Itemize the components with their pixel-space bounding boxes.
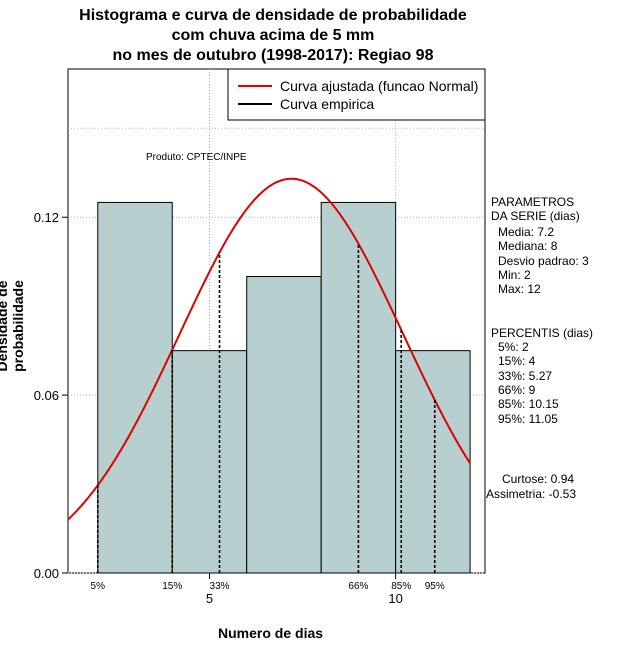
kurtosis-stat: Curtose: 0.94 bbox=[502, 472, 575, 486]
percentis-line: 85%: 10.15 bbox=[498, 397, 559, 411]
y-tick-label: 0.00 bbox=[34, 566, 59, 581]
x-axis-label: Numero de dias bbox=[218, 625, 324, 641]
params-heading-1: PARAMETROS bbox=[491, 195, 575, 209]
legend-label: Curva ajustada (funcao Normal) bbox=[280, 78, 478, 94]
x-tick-label: 10 bbox=[388, 591, 402, 606]
percentile-label: 15% bbox=[162, 581, 182, 592]
params-line: Max: 12 bbox=[498, 282, 541, 296]
legend-label: Curva empirica bbox=[280, 96, 374, 112]
y-axis-label: Densidade de probabilidade bbox=[0, 280, 26, 372]
percentile-label: 33% bbox=[210, 581, 230, 592]
histogram-bar bbox=[395, 350, 471, 574]
params-line: Desvio padrao: 3 bbox=[498, 254, 589, 268]
chart-title-line-1: Histograma e curva de densidade de proba… bbox=[79, 7, 467, 24]
percentile-label: 85% bbox=[391, 581, 411, 592]
params-heading-2: DA SERIE (dias) bbox=[491, 209, 580, 223]
params-line: Min: 2 bbox=[498, 268, 531, 282]
product-note: Produto: CPTEC/INPE bbox=[146, 152, 247, 163]
legend-box bbox=[227, 68, 486, 121]
histogram-bar bbox=[171, 350, 248, 574]
percentis-line: 66%: 9 bbox=[498, 383, 536, 397]
percentile-label: 5% bbox=[91, 581, 106, 592]
normal-curve-line bbox=[67, 177, 471, 521]
percentis-line: 95%: 11.05 bbox=[498, 412, 558, 426]
histogram-bar bbox=[246, 276, 322, 574]
percentis-line: 33%: 5.27 bbox=[498, 369, 553, 383]
y-tick-label: 0.12 bbox=[34, 210, 59, 225]
skewness-stat: Assimetria: -0.53 bbox=[486, 487, 577, 501]
percentis-line: 15%: 4 bbox=[498, 354, 536, 368]
percentis-line: 5%: 2 bbox=[498, 340, 529, 354]
params-line: Mediana: 8 bbox=[498, 239, 558, 253]
params-line: Media: 7.2 bbox=[498, 225, 555, 239]
chart-title-line-3: no mes de outubro (1998-2017): Regiao 98 bbox=[112, 47, 434, 64]
y-tick-label: 0.06 bbox=[34, 388, 59, 403]
histogram-bar bbox=[97, 201, 173, 574]
x-tick-label: 5 bbox=[206, 591, 213, 606]
chart-title-line-2: com chuva acima de 5 mm bbox=[171, 27, 375, 44]
percentis-heading: PERCENTIS (dias) bbox=[491, 326, 594, 340]
percentile-label: 66% bbox=[348, 581, 368, 592]
percentile-label: 95% bbox=[425, 581, 445, 592]
